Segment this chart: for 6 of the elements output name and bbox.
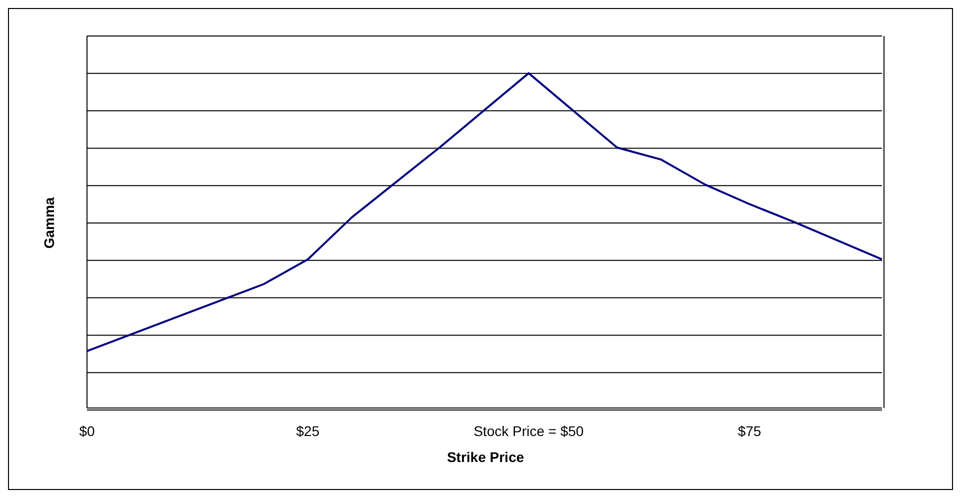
y-axis-title: Gamma — [41, 197, 57, 249]
x-tick-label: $25 — [296, 422, 320, 439]
x-axis-title: Strike Price — [446, 449, 526, 465]
x-tick-label: $75 — [738, 422, 762, 439]
x-tick-label: $0 — [79, 422, 95, 439]
x-tick-label: Stock Price = $50 — [474, 422, 584, 439]
